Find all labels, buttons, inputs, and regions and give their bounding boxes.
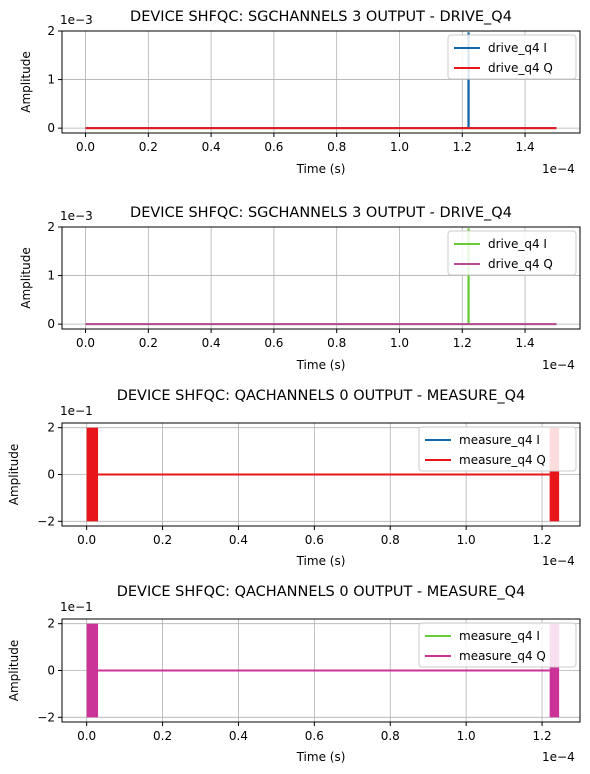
x-tick-label: 0.4 (229, 533, 248, 547)
signal-burst (549, 427, 560, 522)
x-tick-label: 0.8 (381, 729, 400, 743)
y-axis-multiplier: 1e−1 (60, 600, 93, 614)
x-tick-label: 0.2 (153, 533, 172, 547)
x-axis-multiplier: 1e−4 (542, 162, 575, 176)
x-axis-label: Time (s) (296, 358, 346, 372)
chart-title: DEVICE SHFQC: QACHANNELS 0 OUTPUT - MEAS… (117, 388, 526, 404)
legend-label: measure_q4 Q (459, 649, 546, 663)
legend-label: measure_q4 I (459, 629, 540, 643)
chart-3: 0.0 0.2 0.4 0.6 0.8 1.0 1.2 −2 0 2 DEVICE SHFQC: Q… (7, 388, 581, 568)
x-tick-label: 0.0 (77, 533, 96, 547)
chart-title: DEVICE SHFQC: QACHANNELS 0 OUTPUT - MEAS… (117, 584, 526, 600)
x-tick-label: 0.0 (77, 729, 96, 743)
x-tick-label: 0.6 (264, 336, 283, 350)
y-tick-label: 0 (47, 121, 55, 135)
axes-frame (61, 226, 581, 330)
axes-frame (61, 30, 581, 134)
x-tick-label: 1.4 (516, 336, 535, 350)
x-tick-label: 0.6 (264, 140, 283, 154)
y-tick-label: −2 (37, 710, 55, 724)
x-tick-label: 0.2 (139, 140, 158, 154)
legend: drive_q4 I drive_q4 Q (447, 230, 577, 276)
signal-burst (86, 427, 99, 522)
x-tick-label: 0.8 (381, 533, 400, 547)
x-tick-label: 1.4 (516, 140, 535, 154)
chart-1: 0.0 0.2 0.4 0.6 0.8 1.0 1.2 1.4 0 1 2 DEVICE SHFQC:… (19, 9, 581, 176)
x-tick-label: 0.2 (153, 729, 172, 743)
x-tick-label: 0.4 (202, 336, 221, 350)
x-tick-label: 0.8 (327, 336, 346, 350)
x-tick-label: 0.0 (76, 140, 95, 154)
legend-box (418, 426, 577, 472)
x-tick-label: 0.8 (327, 140, 346, 154)
x-tick-label: 0.0 (76, 336, 95, 350)
y-tick-label: 2 (47, 421, 55, 435)
legend-label: drive_q4 Q (488, 61, 553, 75)
y-tick-label: 0 (47, 317, 55, 331)
legend-label: drive_q4 Q (488, 257, 553, 271)
y-axis-label: Amplitude (19, 51, 33, 113)
x-tick-label: 1.0 (457, 729, 476, 743)
legend: measure_q4 I measure_q4 Q (418, 622, 577, 668)
y-axis-label: Amplitude (7, 444, 21, 506)
x-tick-label: 1.0 (390, 336, 409, 350)
signal-burst (86, 623, 99, 718)
chart-title: DEVICE SHFQC: SGCHANNELS 3 OUTPUT - DRIV… (130, 9, 512, 25)
x-tick-label: 0.4 (229, 729, 248, 743)
x-axis-multiplier: 1e−4 (542, 750, 575, 764)
legend-label: measure_q4 I (459, 433, 540, 447)
legend: drive_q4 I drive_q4 Q (447, 34, 577, 80)
x-tick-label: 1.2 (533, 533, 552, 547)
x-axis-label: Time (s) (296, 162, 346, 176)
x-tick-label: 1.2 (533, 729, 552, 743)
legend-box (418, 622, 577, 668)
y-tick-label: 1 (47, 269, 55, 283)
x-axis-multiplier: 1e−4 (542, 358, 575, 372)
x-axis-label: Time (s) (296, 750, 346, 764)
y-tick-label: −2 (37, 514, 55, 528)
y-axis-multiplier: 1e−3 (60, 13, 93, 27)
x-axis-label: Time (s) (296, 554, 346, 568)
x-tick-label: 0.4 (202, 140, 221, 154)
x-tick-label: 1.0 (390, 140, 409, 154)
y-tick-label: 2 (47, 24, 55, 38)
chart-4: 0.0 0.2 0.4 0.6 0.8 1.0 1.2 −2 0 2 DEVICE SHFQC: Q… (7, 584, 581, 764)
x-tick-label: 0.6 (305, 533, 324, 547)
chart-2: 0.0 0.2 0.4 0.6 0.8 1.0 1.2 1.4 0 1 2 DEVICE SHFQC:… (19, 205, 581, 372)
signal-burst (549, 623, 560, 718)
x-axis-multiplier: 1e−4 (542, 554, 575, 568)
y-axis-multiplier: 1e−1 (60, 404, 93, 418)
chart-title: DEVICE SHFQC: SGCHANNELS 3 OUTPUT - DRIV… (130, 205, 512, 221)
x-tick-label: 1.2 (453, 336, 472, 350)
x-tick-label: 1.2 (453, 140, 472, 154)
y-tick-label: 1 (47, 73, 55, 87)
x-tick-label: 0.2 (139, 336, 158, 350)
y-axis-label: Amplitude (7, 640, 21, 702)
legend-label: drive_q4 I (488, 237, 547, 251)
y-tick-label: 0 (47, 664, 55, 678)
y-axis-multiplier: 1e−3 (60, 209, 93, 223)
y-tick-label: 2 (47, 220, 55, 234)
legend-label: drive_q4 I (488, 41, 547, 55)
x-tick-label: 0.6 (305, 729, 324, 743)
y-axis-label: Amplitude (19, 247, 33, 309)
y-tick-label: 0 (47, 468, 55, 482)
y-tick-label: 2 (47, 617, 55, 631)
legend: measure_q4 I measure_q4 Q (418, 426, 577, 472)
x-tick-label: 1.0 (457, 533, 476, 547)
legend-label: measure_q4 Q (459, 453, 546, 467)
